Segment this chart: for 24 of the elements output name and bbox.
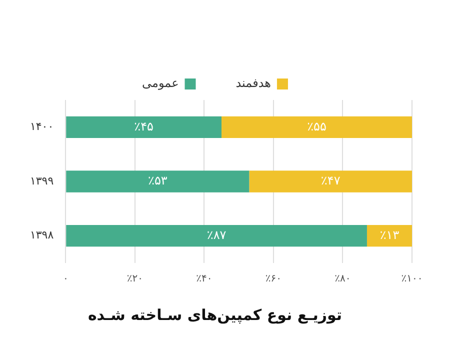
bar: [366, 224, 412, 247]
y-tick-label: ۱۳۹۹: [30, 174, 54, 188]
legend-label: هدفمند: [236, 76, 271, 90]
data-label: ٪۸۷: [206, 228, 227, 242]
data-label: ٪۴۵: [134, 119, 154, 134]
bar: [66, 116, 222, 138]
bar: [249, 170, 412, 192]
data-label: ٪۵۳: [148, 174, 168, 188]
y-tick-label: ۱۴۰۰: [30, 120, 54, 134]
x-tick-label: ٪۴۰: [196, 274, 212, 285]
bar: [66, 170, 250, 192]
x-tick-label: ٪۶۰: [265, 274, 282, 285]
data-label: ٪۵۵: [307, 119, 326, 134]
x-tick-label: ٪۸۰: [334, 274, 351, 285]
data-label: ٪۴۷: [320, 174, 341, 188]
y-tick-label: ۱۳۹۸: [30, 228, 54, 242]
bar: [66, 224, 367, 247]
bar: [222, 116, 412, 138]
x-tick-label: ٪۲۰: [126, 274, 143, 285]
text: توزیـع نوع کمپین‌های سـاخته شـده: [88, 306, 342, 324]
x-tick-label: ۰: [62, 274, 68, 285]
data-label: ٪۱۳: [380, 228, 400, 242]
legend-label: عمومی: [142, 76, 179, 90]
x-tick-label: ٪۱۰۰: [401, 274, 423, 285]
